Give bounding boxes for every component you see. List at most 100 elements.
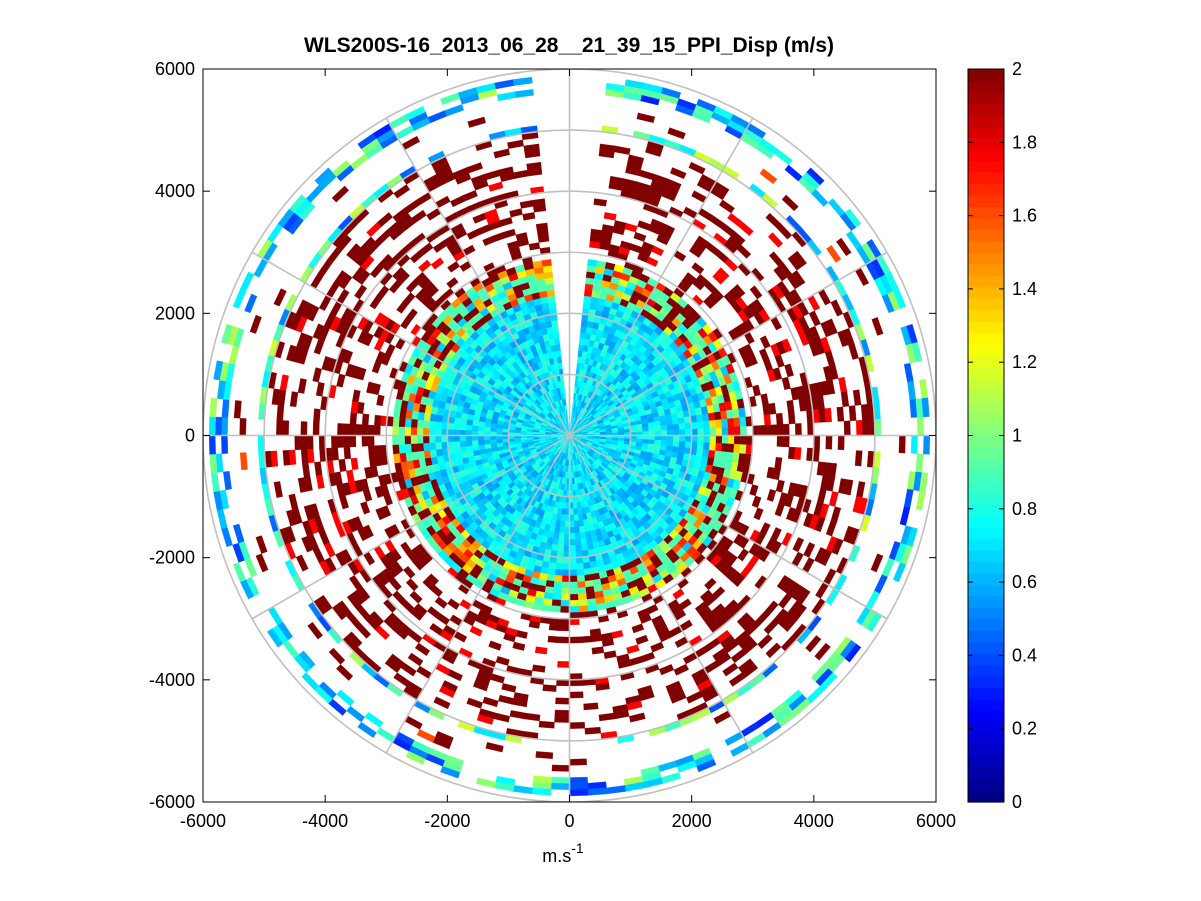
data-cell (460, 451, 469, 459)
data-cell (572, 502, 578, 509)
data-cell (670, 412, 679, 420)
data-cell (673, 663, 689, 676)
colorbar-band (968, 389, 1004, 402)
data-cell (898, 435, 906, 454)
data-cell (423, 450, 431, 459)
data-cell (603, 212, 617, 221)
data-cell (740, 435, 747, 445)
data-cell (660, 440, 668, 446)
y-tick-label: 2000 (155, 303, 195, 323)
data-cell (871, 317, 884, 336)
data-cell (478, 444, 486, 451)
data-cell (367, 435, 375, 447)
data-cell (666, 440, 674, 447)
data-cell (276, 404, 285, 421)
data-cell (659, 420, 667, 427)
data-cell (703, 435, 711, 444)
data-cell (763, 414, 771, 426)
data-cell (773, 148, 793, 166)
data-cell (666, 435, 674, 442)
data-cell (558, 636, 570, 644)
colorbar-band (968, 664, 1004, 677)
data-cell (579, 635, 592, 644)
data-cell (398, 426, 405, 436)
data-cell (459, 423, 467, 431)
data-cell (646, 256, 659, 267)
data-cell (343, 446, 351, 460)
data-cell (548, 562, 557, 570)
data-cell (721, 427, 729, 436)
colorbar-band (968, 458, 1004, 471)
data-cell (677, 446, 686, 454)
data-cell (553, 581, 562, 589)
data-cell (580, 543, 588, 552)
x-tick-labels: -6000 -4000 -2000 0 2000 4000 6000 (180, 811, 956, 831)
data-cell (757, 633, 773, 650)
x-axis-label: m.s-1 (542, 840, 584, 866)
data-cell (782, 615, 798, 632)
data-cell (651, 245, 664, 257)
data-cell (545, 283, 555, 291)
data-cell (447, 435, 454, 443)
data-cell (765, 642, 782, 659)
data-cell (422, 442, 430, 451)
data-cell (569, 563, 577, 571)
data-cell (569, 600, 579, 607)
data-cell (312, 421, 320, 436)
data-cell (579, 531, 586, 539)
y-tick-label: 6000 (155, 59, 195, 79)
colorbar-band (968, 309, 1004, 322)
data-cell (781, 194, 799, 212)
data-cell (716, 267, 730, 281)
data-cell (551, 599, 562, 607)
data-cell (429, 413, 437, 422)
data-cell (221, 435, 229, 454)
data-cell (584, 283, 594, 291)
data-cell (576, 568, 585, 576)
data-cell (782, 435, 790, 448)
colorbar-band (968, 80, 1004, 93)
colorbar-band (968, 103, 1004, 116)
data-cell (696, 421, 704, 429)
data-cell (547, 568, 556, 576)
data-cell (737, 548, 750, 562)
data-cell (774, 503, 785, 517)
data-cell (719, 199, 735, 214)
colorbar-band (968, 687, 1004, 700)
data-cell (722, 662, 739, 677)
data-cell (844, 208, 862, 228)
x-tick-label: 2000 (672, 811, 712, 831)
data-cell (562, 563, 570, 571)
data-cell (740, 426, 747, 436)
data-cell (795, 423, 802, 436)
x-tick-label: -2000 (424, 811, 470, 831)
data-cell (465, 424, 473, 431)
data-cell (374, 445, 382, 457)
colorbar: 2 1.8 1.6 1.4 1.2 1 0.8 0.6 0.4 0.2 0 (967, 59, 1037, 812)
data-cell (459, 440, 467, 448)
data-cell (915, 453, 924, 473)
data-cell (577, 513, 584, 521)
data-cell (659, 664, 675, 676)
colorbar-band (968, 172, 1004, 185)
data-cell (490, 439, 497, 444)
colorbar-band (968, 206, 1004, 219)
data-cell (686, 691, 703, 704)
data-cell (661, 87, 682, 99)
data-cell (580, 537, 587, 546)
data-cell (653, 420, 661, 427)
data-cell (666, 424, 674, 431)
data-cell (465, 440, 473, 447)
colorbar-band (968, 194, 1004, 208)
data-cell (404, 426, 412, 436)
colorbar-band (968, 286, 1004, 299)
data-cell (826, 379, 836, 395)
data-cell (715, 435, 723, 444)
colorbar-bands (968, 69, 1004, 803)
data-cell (733, 417, 741, 428)
data-cell (678, 423, 686, 430)
data-cell (422, 427, 430, 436)
data-cell (361, 424, 369, 436)
data-cell (417, 411, 425, 421)
